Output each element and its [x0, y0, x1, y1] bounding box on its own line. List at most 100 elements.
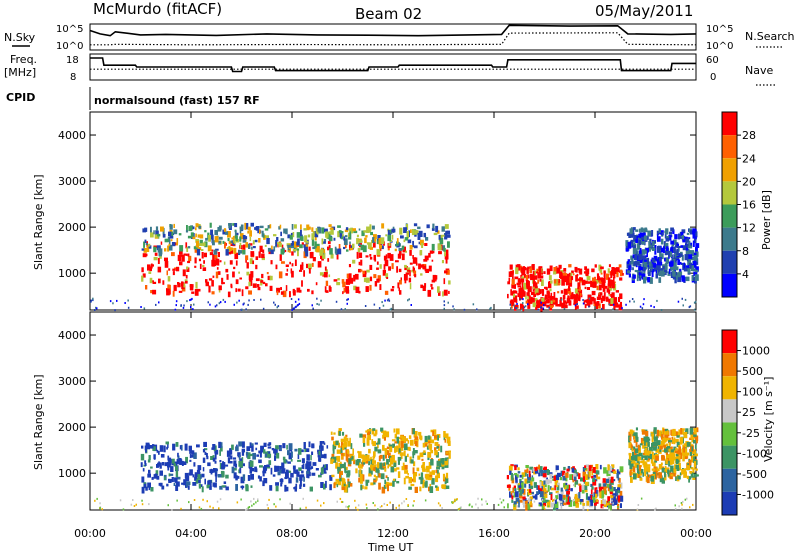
power-echo-0-283	[300, 264, 304, 270]
velocity-echo-2-211	[509, 469, 512, 475]
velocity-echo-3-385	[644, 447, 648, 455]
power-echo-1-116	[349, 230, 351, 237]
velocity-echo-0-256	[267, 446, 272, 449]
velocity-ground-54	[275, 505, 277, 508]
velocity-echo-1-324	[446, 451, 448, 454]
power-echo-3-169	[639, 238, 644, 245]
velocity-echo-2-156	[540, 469, 544, 477]
velocity-echo-1-312	[413, 473, 415, 479]
velocity-echo-0-312	[250, 468, 255, 472]
power-echo-2-120	[553, 292, 556, 298]
velocity-echo-0-369	[245, 451, 249, 456]
power-echo-1-232	[327, 232, 331, 239]
velocity-ground-0	[499, 497, 501, 500]
power-echo-3-129	[638, 250, 643, 255]
velocity-echo-0-109	[282, 443, 286, 449]
power-echo-0-29	[337, 278, 340, 281]
power-ground-149	[684, 298, 687, 301]
power-echo-2-318	[539, 278, 542, 282]
velocity-echo-2-226	[516, 505, 519, 508]
power-echo-1-23	[222, 240, 225, 244]
velocity-echo-1-18	[422, 451, 426, 455]
velocity-ground-90	[681, 507, 683, 510]
velocity-ground-158	[460, 506, 462, 509]
velocity-echo-1-1	[388, 482, 393, 486]
velocity-ground-124	[674, 504, 676, 507]
velocity-echo-3-308	[672, 457, 675, 465]
power-echo-0-44	[415, 262, 418, 266]
velocity-colorbar-label: Velocity [m s⁻¹]	[762, 377, 775, 462]
power-echo-0-221	[407, 269, 410, 272]
velocity-ground-154	[617, 506, 619, 509]
velocity-ground-40	[299, 507, 302, 510]
velocity-echo-3-244	[651, 451, 654, 458]
velocity-echo-1-124	[405, 438, 409, 442]
velocity-ground-136	[439, 504, 441, 507]
velocity-echo-0-374	[140, 453, 145, 461]
velocity-echo-0-366	[307, 461, 312, 467]
velocity-echo-0-246	[282, 456, 286, 461]
velocity-echo-2-393	[584, 486, 587, 490]
velocity-echo-2-213	[515, 477, 518, 483]
power-ground-145	[241, 308, 243, 311]
power-echo-3-225	[666, 261, 668, 264]
power-echo-0-139	[270, 260, 273, 265]
velocity-echo-3-194	[646, 464, 651, 467]
velocity-echo-2-114	[562, 470, 566, 477]
velocity-echo-1-238	[408, 447, 411, 451]
velocity-echo-2-254	[603, 501, 607, 508]
power-echo-1-366	[201, 249, 204, 251]
power-echo-0-418	[241, 245, 243, 250]
power-echo-0-71	[358, 290, 361, 294]
power-echo-2-375	[586, 275, 591, 281]
velocity-ground-100	[538, 504, 540, 507]
velocity-echo-0-196	[281, 462, 285, 469]
velocity-echo-1-3	[367, 434, 371, 441]
power-echo-1-313	[238, 250, 242, 254]
power-echo-2-158	[541, 289, 545, 296]
power-echo-1-351	[294, 241, 297, 248]
power-echo-0-409	[248, 243, 253, 246]
power-echo-2-104	[520, 276, 525, 283]
velocity-echo-2-318	[557, 482, 560, 486]
velocity-echo-0-21	[185, 456, 188, 464]
power-echo-1-88	[195, 239, 199, 243]
velocity-echo-3-82	[670, 465, 674, 472]
power-echo-1-11	[232, 240, 236, 246]
velocity-ground-52	[266, 503, 269, 506]
power-echo-1-350	[438, 234, 441, 240]
velocity-echo-2-137	[539, 466, 543, 473]
power-echo-0-391	[245, 255, 249, 261]
velocity-echo-0-279	[196, 444, 200, 448]
velocity-echo-1-127	[444, 439, 447, 443]
velocity-echo-0-284	[191, 450, 195, 455]
power-echo-1-60	[199, 234, 204, 239]
velocity-echo-3-86	[637, 472, 641, 478]
velocity-echo-0-175	[145, 448, 147, 453]
velocity-echo-2-354	[532, 468, 535, 472]
velocity-echo-1-115	[407, 446, 411, 451]
power-echo-0-160	[409, 249, 412, 256]
velocity-echo-1-146	[427, 451, 432, 458]
power-echo-2-310	[584, 266, 587, 271]
velocity-echo-0-209	[198, 471, 201, 477]
velocity-ground-25	[587, 509, 589, 512]
power-echo-3-304	[658, 271, 662, 277]
velocity-echo-2-297	[511, 492, 514, 500]
velocity-cbar-label-1: 500	[742, 365, 763, 378]
power-ground-70	[92, 299, 94, 302]
power-echo-3-13	[690, 256, 695, 261]
power-echo-0-90	[214, 255, 218, 259]
power-echo-1-235	[190, 232, 194, 238]
velocity-echo-0-266	[306, 461, 309, 467]
power-echo-3-332	[687, 246, 692, 249]
velocity-echo-0-181	[259, 452, 262, 458]
power-echo-3-357	[685, 238, 688, 245]
power-ground-112	[523, 306, 526, 309]
velocity-echo-3-395	[638, 444, 640, 451]
power-echo-0-305	[366, 269, 370, 273]
power-echo-1-311	[155, 226, 159, 231]
velocity-xticks-group	[89, 312, 697, 510]
velocity-echo-2-165	[594, 470, 599, 474]
